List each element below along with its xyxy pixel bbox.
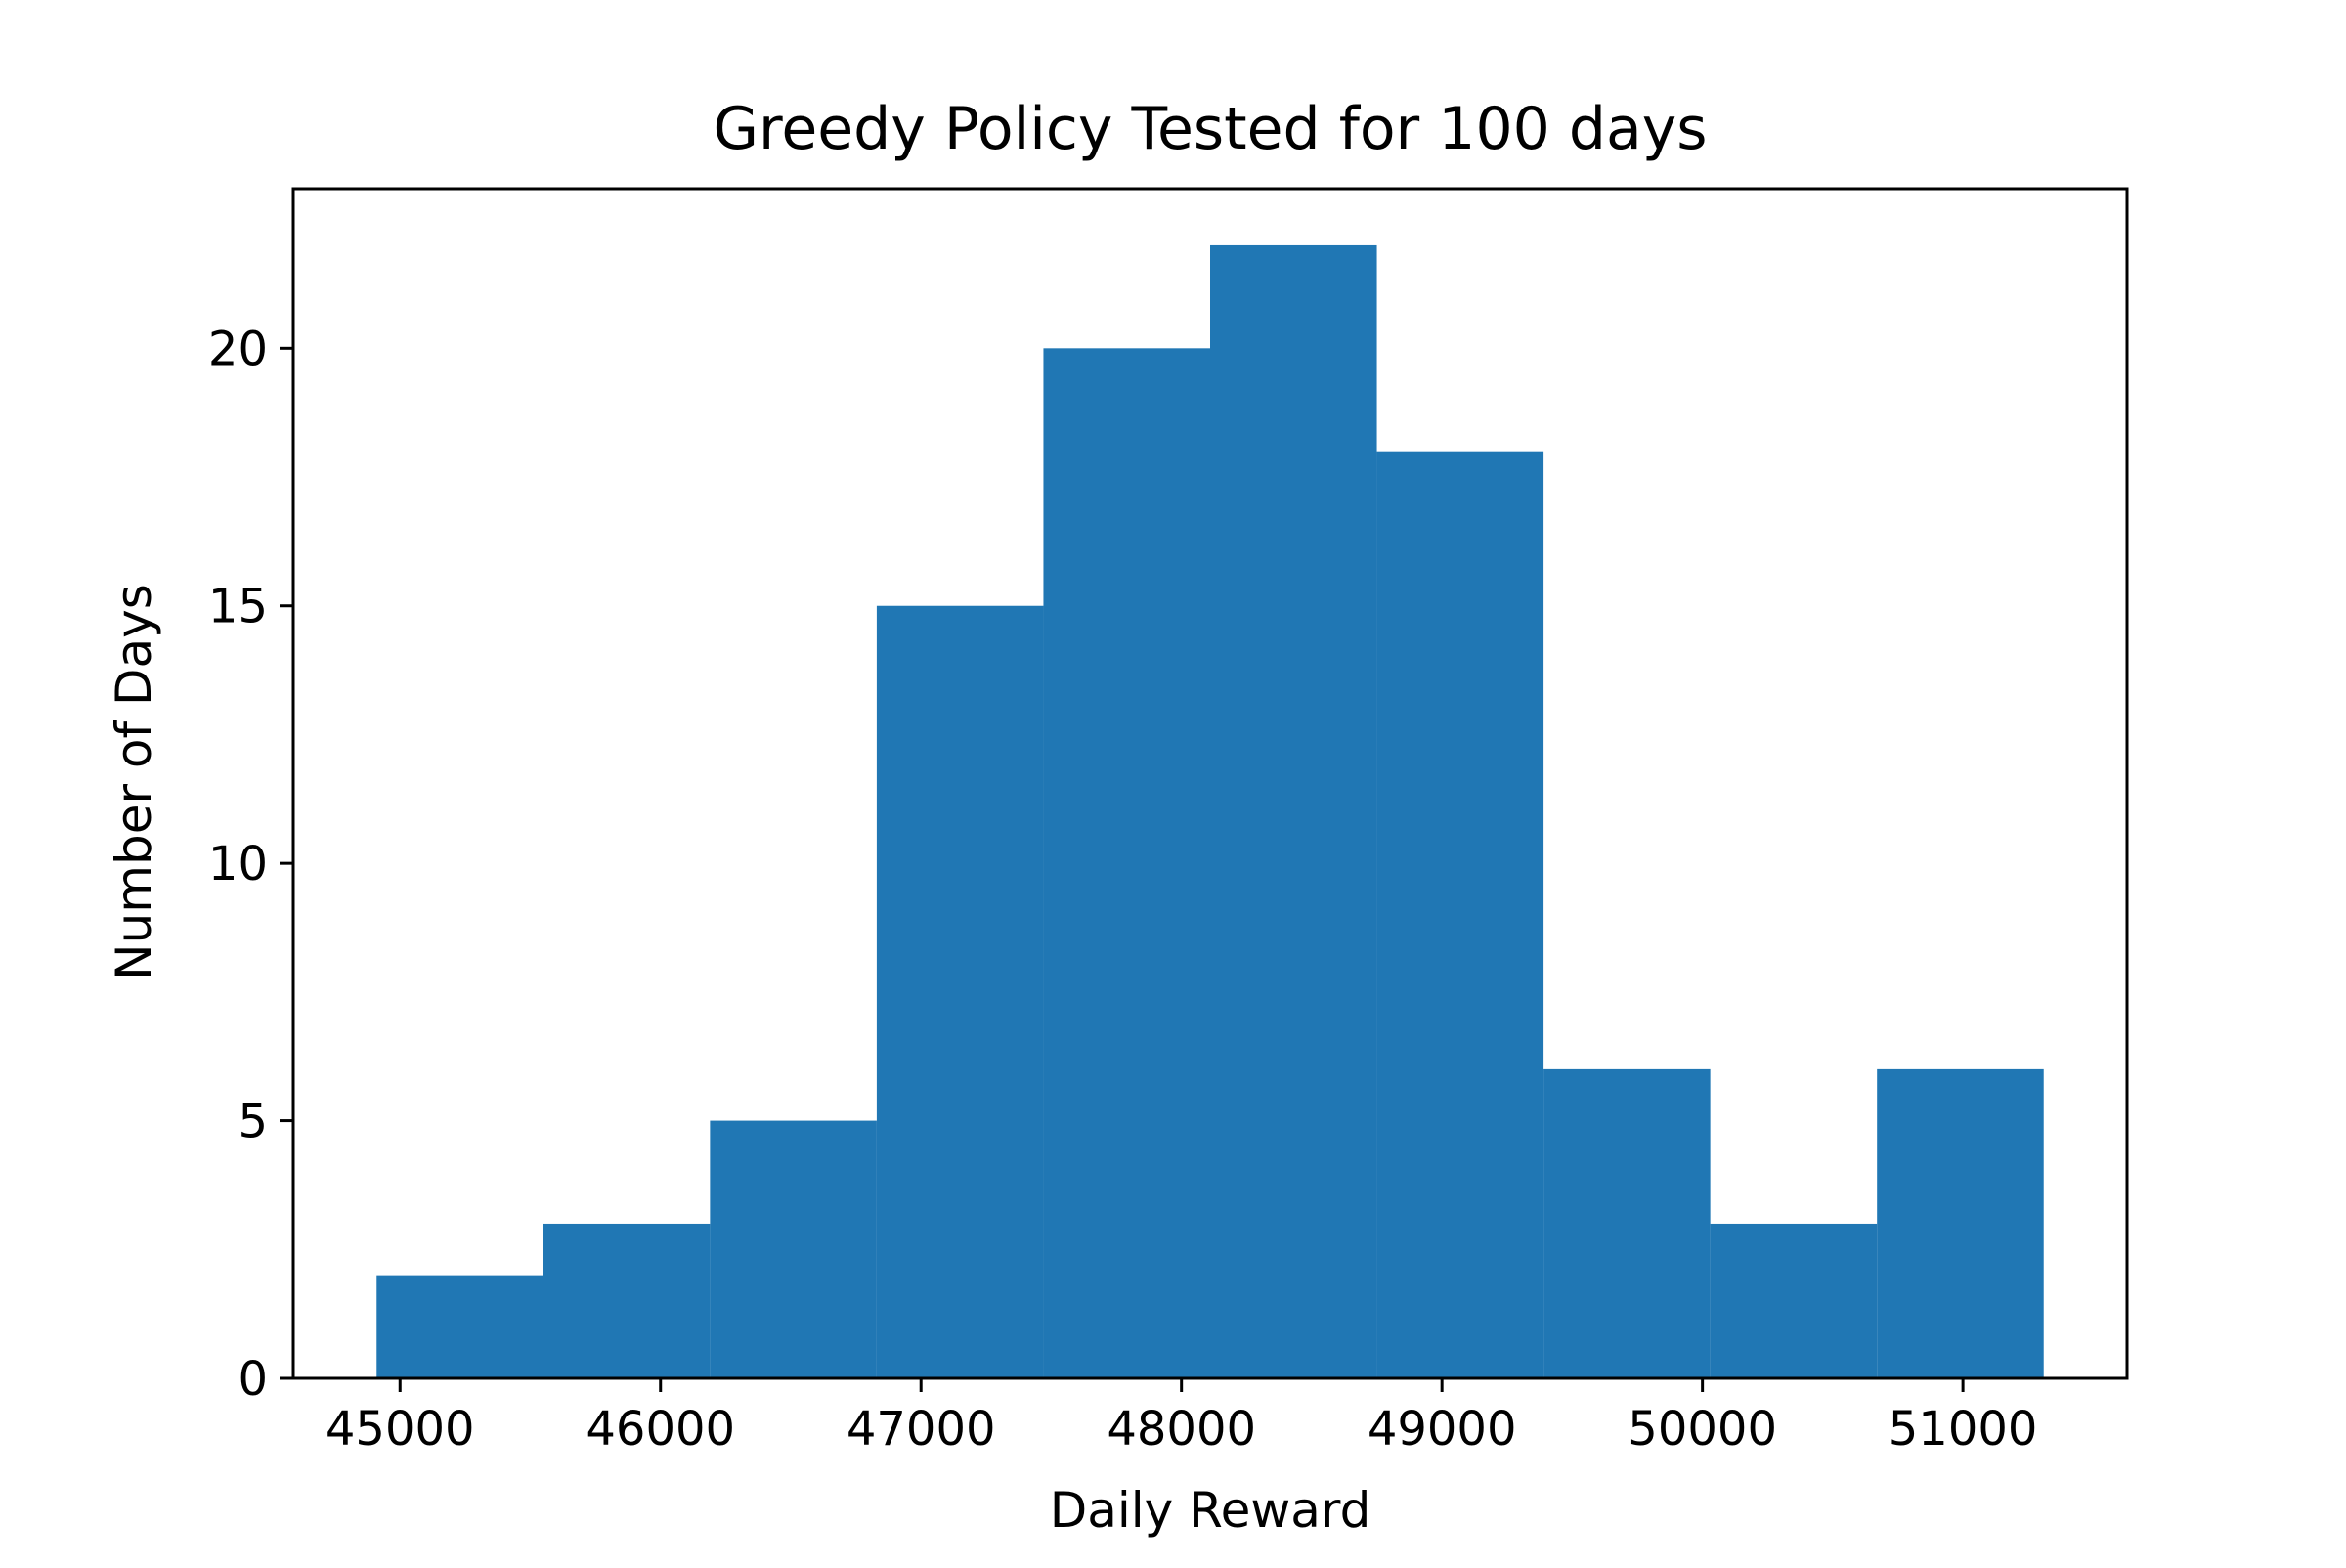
- histogram-bar-3: [876, 605, 1044, 1378]
- histogram-bar-4: [1043, 348, 1210, 1379]
- histogram-bar-9: [1877, 1068, 2044, 1378]
- histogram-bar-1: [543, 1223, 711, 1378]
- x-axis-label: Daily Reward: [1050, 1482, 1371, 1539]
- y-tick-label: 15: [208, 580, 268, 634]
- y-axis-label: Number of Days: [106, 584, 162, 980]
- histogram-bar-6: [1376, 451, 1544, 1378]
- histogram-bar-0: [376, 1275, 543, 1378]
- x-tick-label: 48000: [1107, 1402, 1256, 1457]
- y-tick-label: 5: [238, 1095, 268, 1150]
- axes-layer: 45000 46000 47000 48000 49000 50000 51000 0 5 10 1…: [208, 187, 2129, 1457]
- y-tick-label: 10: [208, 837, 268, 892]
- histogram-bar-8: [1710, 1223, 1878, 1378]
- y-tick-label: 20: [208, 322, 268, 376]
- chart-title: Greedy Policy Tested for 100 days: [713, 95, 1707, 163]
- histogram-bar-5: [1210, 244, 1377, 1378]
- x-tick-label: 45000: [326, 1402, 475, 1457]
- plot-frame: [291, 187, 2129, 1380]
- x-tick-label: 46000: [586, 1402, 735, 1457]
- x-tick-label: 51000: [1889, 1402, 2038, 1457]
- bars-layer: [376, 244, 2044, 1379]
- x-tick-label: 49000: [1368, 1402, 1517, 1457]
- histogram-bar-7: [1543, 1068, 1711, 1378]
- x-tick-label: 47000: [847, 1402, 996, 1457]
- y-tick-label: 0: [238, 1352, 268, 1407]
- histogram-bar-2: [710, 1120, 877, 1378]
- x-tick-label: 50000: [1628, 1402, 1777, 1457]
